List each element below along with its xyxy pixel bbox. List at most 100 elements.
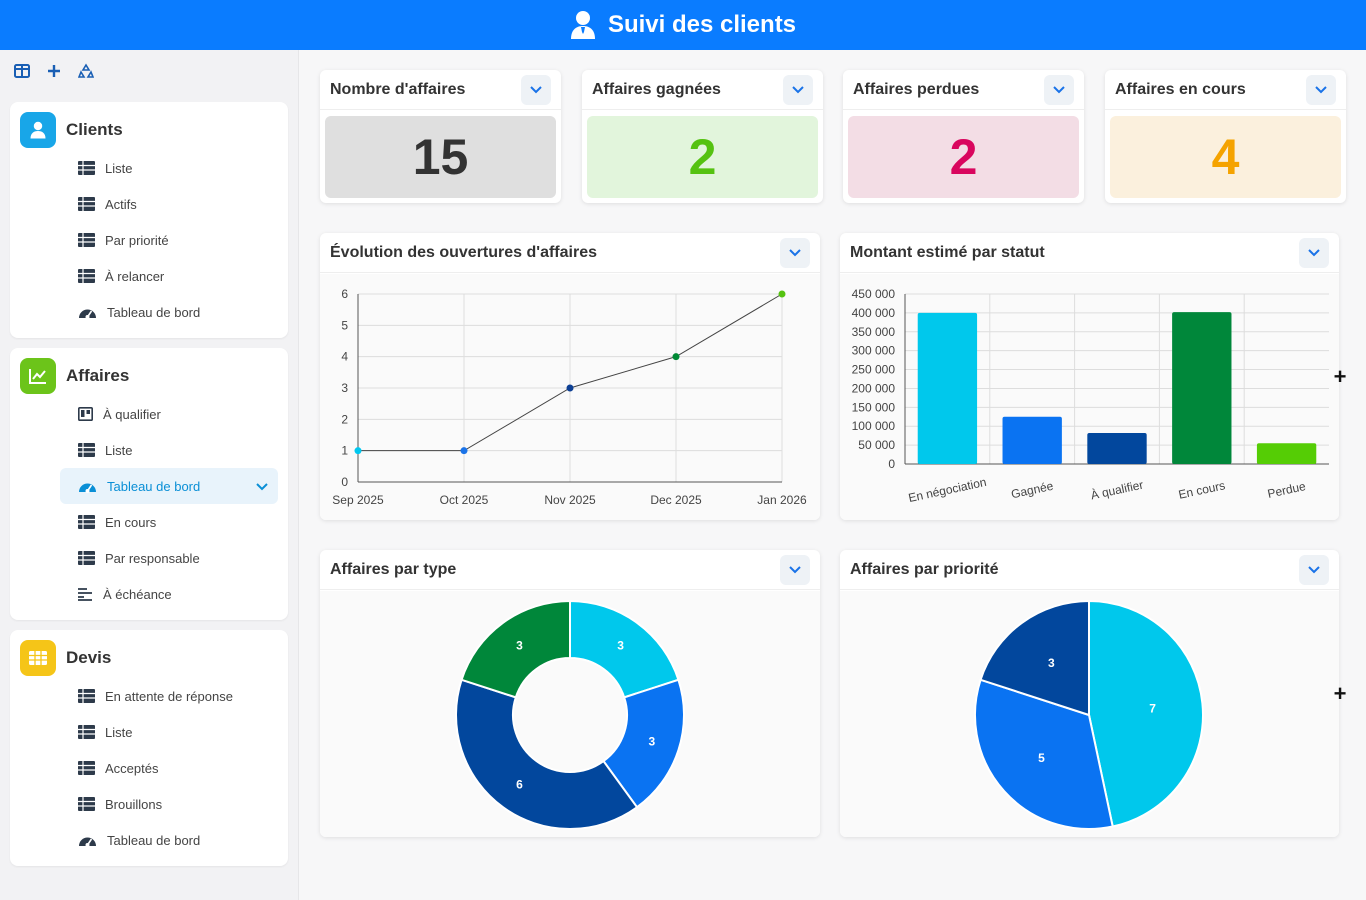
bar-chart: 0 50 000 100 000 150 000 200 000 250 000 300 0… bbox=[852, 287, 1329, 505]
bar[interactable] bbox=[1087, 433, 1147, 464]
kpi-title: Affaires en cours bbox=[1115, 80, 1246, 98]
chevron-down-icon[interactable] bbox=[783, 74, 813, 105]
y-tick-label: 100 000 bbox=[852, 419, 896, 433]
x-tick-label: Dec 2025 bbox=[650, 493, 702, 507]
sidebar-item-en-cours[interactable]: En cours bbox=[20, 504, 278, 540]
donut-chart-card: Affaires par type 3 3 6 3 bbox=[320, 550, 820, 837]
add-widget-button[interactable]: + bbox=[1333, 681, 1347, 706]
slice-label: 3 bbox=[617, 638, 624, 652]
data-point[interactable] bbox=[354, 447, 362, 455]
chevron-down-icon[interactable] bbox=[1299, 237, 1329, 268]
y-tick-label: 6 bbox=[341, 287, 348, 301]
sidebar-item-tableau-de-bord[interactable]: Tableau de bord bbox=[20, 294, 278, 330]
section-header[interactable]: Devis bbox=[20, 640, 278, 676]
kpi-value: 2 bbox=[587, 116, 818, 198]
add-widget-button[interactable]: + bbox=[1333, 364, 1347, 389]
table-icon bbox=[78, 725, 95, 739]
sidebar-item-tableau-de-bord[interactable]: Tableau de bord bbox=[60, 468, 278, 504]
x-tick-label: Oct 2025 bbox=[440, 493, 489, 507]
sidebar-item-liste[interactable]: Liste bbox=[20, 150, 278, 186]
chevron-down-icon[interactable] bbox=[256, 479, 268, 494]
sidebar-item-a-echeance[interactable]: À échéance bbox=[20, 576, 278, 612]
recycle-icon[interactable] bbox=[74, 59, 98, 83]
table-icon bbox=[78, 161, 95, 175]
sidebar-item-actifs[interactable]: Actifs bbox=[20, 186, 278, 222]
pie-slice[interactable] bbox=[979, 599, 1090, 717]
y-tick-label: 2 bbox=[341, 412, 348, 426]
table-icon bbox=[78, 443, 95, 457]
pie-chart-title: Affaires par priorité bbox=[850, 560, 999, 578]
kpi-card: Nombre d'affaires 15 bbox=[320, 70, 561, 203]
y-tick-label: 5 bbox=[341, 318, 348, 332]
donut-chart-title: Affaires par type bbox=[330, 560, 457, 578]
sidebar-item-label: Tableau de bord bbox=[107, 304, 201, 320]
sidebar-item-label: Actifs bbox=[105, 196, 137, 212]
section-title: Affaires bbox=[66, 366, 130, 385]
sidebar-item-liste[interactable]: Liste bbox=[20, 714, 278, 750]
sidebar-item-label: À échéance bbox=[103, 586, 172, 602]
layout-icon[interactable] bbox=[10, 59, 34, 83]
dashboard: Nombre d'affaires 15 Affaires gagnées 2 Affa… bbox=[300, 50, 1366, 900]
pie-slice[interactable] bbox=[974, 678, 1114, 830]
x-tick-label: Jan 2026 bbox=[757, 493, 807, 507]
sidebar-item-par-responsable[interactable]: Par responsable bbox=[20, 540, 278, 576]
affaires-icon bbox=[20, 358, 56, 394]
kpi-value: 2 bbox=[848, 116, 1079, 198]
table-icon bbox=[78, 233, 95, 247]
data-point[interactable] bbox=[672, 353, 680, 361]
sidebar-item-a-qualifier[interactable]: À qualifier bbox=[20, 396, 278, 432]
bar[interactable] bbox=[1002, 416, 1062, 464]
chevron-down-icon[interactable] bbox=[1044, 74, 1074, 105]
y-tick-label: 3 bbox=[341, 381, 348, 395]
sidebar-item-par-priorite[interactable]: Par priorité bbox=[20, 222, 278, 258]
y-tick-label: 50 000 bbox=[858, 438, 895, 452]
y-tick-label: 0 bbox=[888, 457, 895, 471]
chevron-down-icon[interactable] bbox=[780, 554, 810, 585]
kpi-value: 15 bbox=[325, 116, 556, 198]
chevron-down-icon[interactable] bbox=[780, 237, 810, 268]
x-tick-label: En négociation bbox=[907, 475, 988, 505]
sidebar-item-label: À qualifier bbox=[103, 406, 161, 422]
chevron-down-icon[interactable] bbox=[521, 74, 551, 105]
bar[interactable] bbox=[917, 312, 978, 464]
sidebar-item-a-relancer[interactable]: À relancer bbox=[20, 258, 278, 294]
data-point[interactable] bbox=[460, 447, 468, 455]
bar[interactable] bbox=[1256, 443, 1317, 464]
bar[interactable] bbox=[1172, 312, 1232, 464]
sidebar-item-brouillons[interactable]: Brouillons bbox=[20, 786, 278, 822]
sidebar-item-liste[interactable]: Liste bbox=[20, 432, 278, 468]
sidebar-section-clients: Clients Liste Actifs Par priorité À relancer… bbox=[10, 102, 288, 338]
sidebar-item-label: En cours bbox=[105, 514, 157, 530]
y-tick-label: 4 bbox=[341, 350, 348, 364]
x-tick-label: Sep 2025 bbox=[332, 493, 384, 507]
plus-icon[interactable] bbox=[42, 59, 66, 83]
sidebar-item-acceptes[interactable]: Acceptés bbox=[20, 750, 278, 786]
section-header[interactable]: Affaires bbox=[20, 358, 278, 394]
y-tick-label: 1 bbox=[341, 444, 348, 458]
y-tick-label: 450 000 bbox=[852, 287, 896, 301]
sidebar-section-affaires: Affaires À qualifier Liste Tableau de bord E… bbox=[10, 348, 288, 620]
sidebar-item-en-attente-de-reponse[interactable]: En attente de réponse bbox=[20, 678, 278, 714]
x-tick-label: Perdue bbox=[1266, 479, 1307, 501]
sidebar-item-label: En attente de réponse bbox=[105, 688, 233, 704]
y-tick-label: 200 000 bbox=[852, 381, 896, 395]
data-point[interactable] bbox=[778, 290, 786, 298]
x-tick-label: À qualifier bbox=[1089, 477, 1144, 503]
chevron-down-icon[interactable] bbox=[1299, 554, 1329, 585]
kpi-title: Affaires gagnées bbox=[592, 80, 721, 98]
slice-label: 6 bbox=[516, 778, 523, 792]
pie-slice[interactable] bbox=[455, 678, 639, 830]
pie-slice[interactable] bbox=[602, 678, 685, 809]
sidebar-item-tableau-de-bord[interactable]: Tableau de bord bbox=[20, 822, 278, 858]
pie-slice[interactable] bbox=[460, 599, 571, 699]
bar-chart-card: Montant estimé par statut 0 50 000 100 000… bbox=[840, 233, 1339, 520]
pie-slice[interactable] bbox=[569, 599, 680, 699]
pie-slice[interactable] bbox=[1088, 599, 1204, 828]
sidebar-toolbar bbox=[0, 50, 298, 92]
section-header[interactable]: Clients bbox=[20, 112, 278, 148]
y-tick-label: 300 000 bbox=[852, 344, 896, 358]
chevron-down-icon[interactable] bbox=[1306, 74, 1336, 105]
kpi-title: Nombre d'affaires bbox=[330, 80, 466, 98]
pie-chart: 7 5 3 bbox=[974, 599, 1204, 830]
data-point[interactable] bbox=[566, 384, 574, 392]
